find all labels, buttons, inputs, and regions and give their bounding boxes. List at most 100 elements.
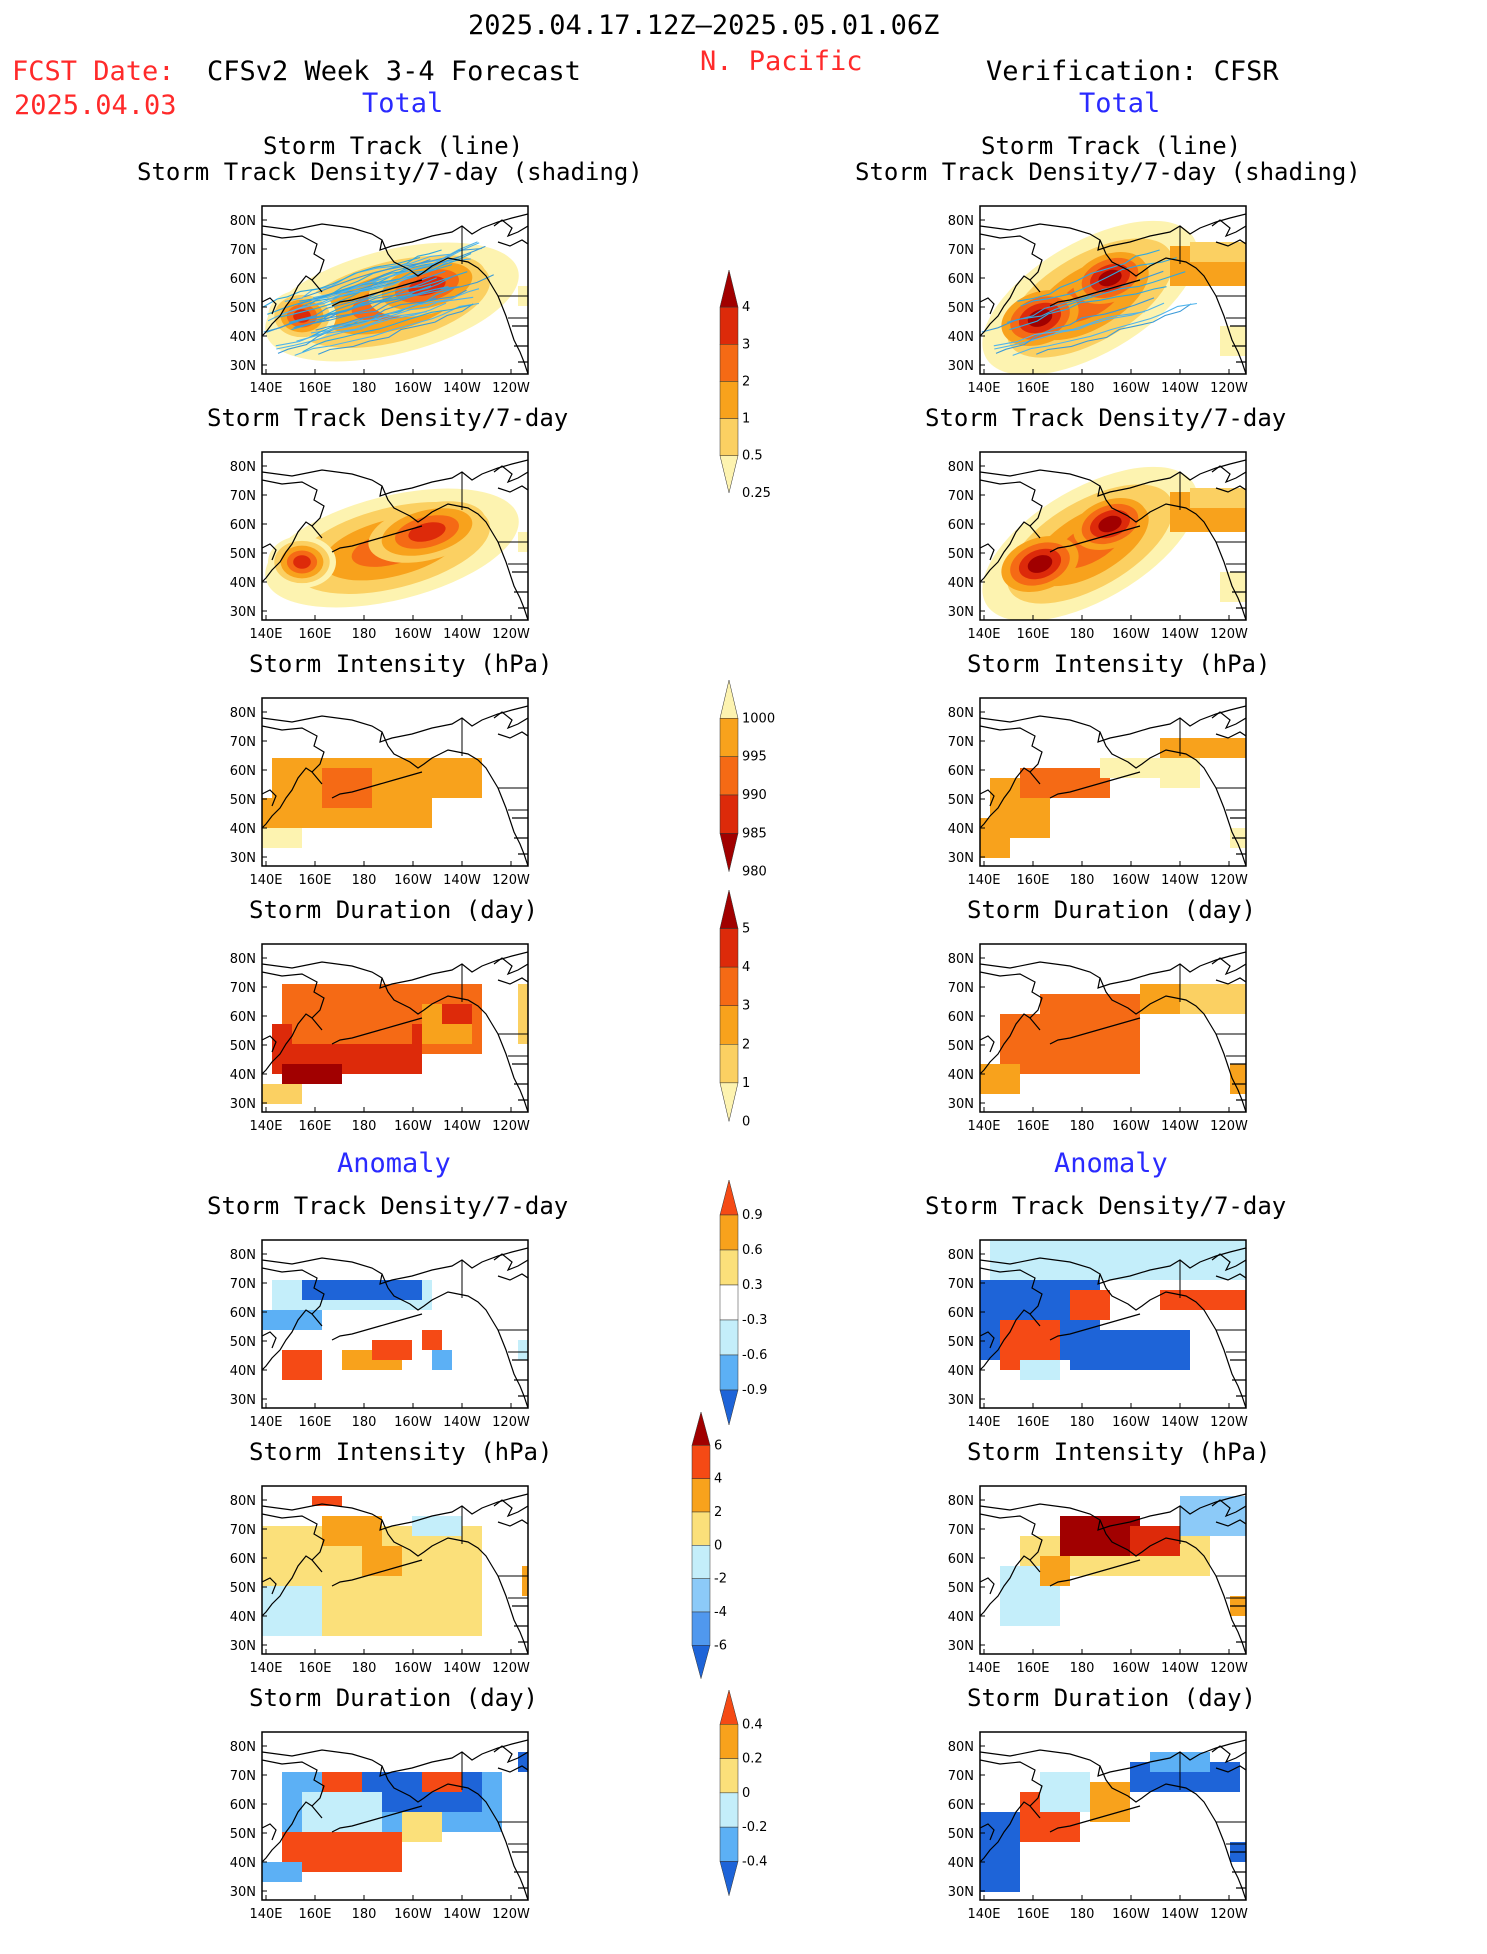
panel-title: Storm Track Density/7-day: [925, 1192, 1287, 1220]
lon-tick-label: 160E: [1016, 381, 1049, 396]
map-panel-6-cfsr: 80N 70N 60N 50N 40N 30N 140E 160E 180 160W 140W 120…: [928, 1482, 1258, 1682]
colorbar-duration-anomaly: 0.4 0.2 0 -0.2 -0.4: [716, 1670, 796, 1954]
map-svg: 80N 70N 60N 50N 40N 30N 140E 160E 180 160W 140W 120…: [948, 943, 1248, 1134]
lon-tick-label: 180: [352, 1415, 377, 1430]
lat-tick-label: 50N: [230, 1039, 256, 1054]
colorbar-swatch: [719, 756, 739, 796]
lat-tick-label: 40N: [948, 822, 974, 837]
lon-tick-label: 120W: [492, 627, 530, 642]
lat-tick-label: 40N: [230, 1068, 256, 1083]
lat-tick-label: 60N: [230, 1798, 256, 1813]
panel-title: Storm Intensity (hPa): [967, 1438, 1271, 1466]
lon-tick-label: 140E: [967, 381, 1000, 396]
lat-tick-label: 30N: [948, 1639, 974, 1654]
lon-tick-label: 120W: [492, 1907, 530, 1922]
map-frame: [979, 943, 1247, 1113]
map-svg: 80N 70N 60N 50N 40N 30N 140E 160E 180 160W 140W 120…: [948, 697, 1248, 888]
colorbar-swatch: [719, 1826, 739, 1862]
lon-tick-label: 140W: [443, 1907, 481, 1922]
lon-tick-label: 140W: [443, 381, 481, 396]
region-title: N. Pacific: [700, 46, 863, 77]
lat-tick-label: 70N: [948, 981, 974, 996]
colorbar-label: -0.6: [742, 1348, 767, 1363]
panel-title: Storm Duration (day): [967, 1684, 1256, 1712]
map-panel-4-forecast: 80N 70N 60N 50N 40N 30N 140E 160E 180 160W 140W 120…: [210, 940, 540, 1140]
colorbar-swatch: [691, 1511, 711, 1546]
colorbar-swatch: [719, 794, 739, 834]
lon-tick-label: 160W: [394, 1119, 432, 1134]
lat-tick-label: 80N: [230, 460, 256, 475]
lat-tick-label: 50N: [230, 1581, 256, 1596]
panel-title: Storm Track Density/7-day: [207, 404, 569, 432]
lon-tick-label: 160W: [394, 1661, 432, 1676]
lat-tick-label: 60N: [230, 764, 256, 779]
colorbar-label: 2: [742, 1037, 750, 1052]
lat-tick-label: 60N: [948, 764, 974, 779]
lat-tick-label: 70N: [948, 1277, 974, 1292]
lon-tick-label: 180: [1070, 381, 1095, 396]
lon-tick-label: 140E: [249, 627, 282, 642]
lat-tick-label: 30N: [230, 359, 256, 374]
map-panel-2-cfsr: 80N 70N 60N 50N 40N 30N 140E 160E 180 160W 140W 120…: [928, 448, 1258, 648]
lat-tick-label: 30N: [230, 1097, 256, 1112]
map-panel-4-cfsr: 80N 70N 60N 50N 40N 30N 140E 160E 180 160W 140W 120…: [928, 940, 1258, 1140]
colorbar-label: 0.9: [742, 1208, 763, 1223]
lon-tick-label: 180: [352, 1907, 377, 1922]
lon-tick-label: 160W: [1112, 381, 1150, 396]
fcst-label: FCST Date:: [12, 56, 175, 87]
lon-tick-label: 140E: [967, 1415, 1000, 1430]
lon-tick-label: 120W: [492, 1415, 530, 1430]
panel-title: Storm Track Density/7-day (shading): [855, 158, 1361, 186]
lon-tick-label: 140W: [443, 627, 481, 642]
lon-tick-label: 140E: [967, 627, 1000, 642]
lat-tick-label: 60N: [230, 1306, 256, 1321]
lon-tick-label: 140W: [443, 1415, 481, 1430]
lat-tick-label: 80N: [948, 706, 974, 721]
lon-tick-label: 160E: [1016, 1119, 1049, 1134]
lon-tick-label: 160W: [1112, 1661, 1150, 1676]
lat-tick-label: 40N: [948, 1610, 974, 1625]
lon-tick-label: 140W: [443, 873, 481, 888]
map-frame: [261, 1485, 529, 1655]
lon-tick-label: 120W: [1210, 627, 1248, 642]
lon-tick-label: 140E: [967, 1907, 1000, 1922]
map-panel-3-forecast: 80N 70N 60N 50N 40N 30N 140E 160E 180 160W 140W 120…: [210, 694, 540, 894]
lat-tick-label: 80N: [230, 706, 256, 721]
lat-tick-label: 50N: [948, 1335, 974, 1350]
colorbar-label: 0: [714, 1538, 722, 1553]
lat-tick-label: 70N: [948, 243, 974, 258]
colorbar-label: -2: [714, 1572, 727, 1587]
lat-tick-label: 40N: [948, 1068, 974, 1083]
map-panel-1-forecast: 80N 70N 60N 50N 40N 30N 140E 160E 180 160W 140W 120…: [210, 202, 540, 402]
colorbar-swatch: [691, 1445, 711, 1479]
colorbar-swatch: [719, 1005, 739, 1045]
lon-tick-label: 180: [352, 1119, 377, 1134]
lon-tick-label: 160E: [1016, 1415, 1049, 1430]
panel-title: Storm Duration (day): [967, 896, 1256, 924]
lon-tick-label: 180: [1070, 1661, 1095, 1676]
colorbar-label: 6: [714, 1438, 722, 1453]
colorbar-density-total: 4 3 2 1 0.5 0.25: [716, 250, 796, 554]
panel-title: Storm Track (line): [263, 132, 524, 160]
panel-title: Storm Track Density/7-day (shading): [137, 158, 643, 186]
lon-tick-label: 160W: [394, 1415, 432, 1430]
lon-tick-label: 180: [352, 381, 377, 396]
lat-tick-label: 60N: [948, 1306, 974, 1321]
lon-tick-label: 160W: [394, 873, 432, 888]
colorbar-swatch: [719, 718, 739, 757]
map-frame: [261, 697, 529, 867]
lat-tick-label: 60N: [948, 518, 974, 533]
lon-tick-label: 140W: [443, 1661, 481, 1676]
fcst-date: 2025.04.03: [14, 90, 177, 121]
colorbar-label: 2: [714, 1505, 722, 1520]
lon-tick-label: 180: [352, 1661, 377, 1676]
lat-tick-label: 40N: [948, 576, 974, 591]
lat-tick-label: 50N: [948, 1581, 974, 1596]
lat-tick-label: 30N: [948, 359, 974, 374]
lat-tick-label: 80N: [230, 1248, 256, 1263]
map-panel-7-forecast: 80N 70N 60N 50N 40N 30N 140E 160E 180 160W 140W 120…: [210, 1728, 540, 1928]
lat-tick-label: 60N: [948, 1552, 974, 1567]
lon-tick-label: 160E: [298, 873, 331, 888]
lon-tick-label: 160E: [1016, 1661, 1049, 1676]
colorbar-swatch: [719, 1284, 739, 1321]
